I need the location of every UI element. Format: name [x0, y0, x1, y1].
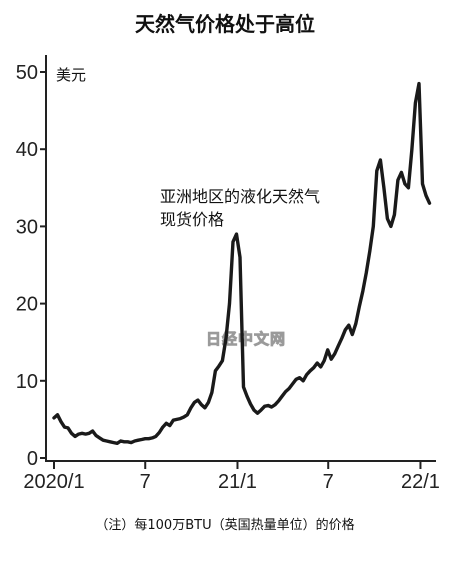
x-ticks: 2020/1 7 21/1 7 22/1 [23, 461, 440, 493]
y-tick-label: 0 [27, 448, 38, 470]
y-ticks: 0 10 20 30 40 50 [16, 62, 46, 470]
chart-title: 天然气价格处于高位 [135, 12, 315, 36]
y-tick-label: 50 [16, 62, 38, 84]
x-tick-label: 7 [323, 471, 334, 493]
y-tick-label: 20 [16, 294, 38, 316]
x-tick-label: 7 [140, 471, 151, 493]
y-tick-label: 10 [16, 371, 38, 393]
series-line [52, 81, 432, 445]
watermark: 日经中文网 [206, 330, 286, 348]
y-tick-label: 40 [16, 139, 38, 161]
series-group [52, 81, 432, 445]
x-tick-label: 2020/1 [23, 471, 84, 493]
y-axis-unit: 美元 [56, 66, 86, 84]
x-tick-label: 21/1 [218, 471, 257, 493]
y-tick-label: 30 [16, 216, 38, 238]
footnote: （注）每100万BTU（英国热量单位）的价格 [95, 517, 354, 533]
x-tick-label: 22/1 [401, 471, 440, 493]
annotation-line-2: 现货价格 [160, 210, 224, 229]
annotation-line-1: 亚洲地区的液化天然气 [160, 187, 320, 206]
